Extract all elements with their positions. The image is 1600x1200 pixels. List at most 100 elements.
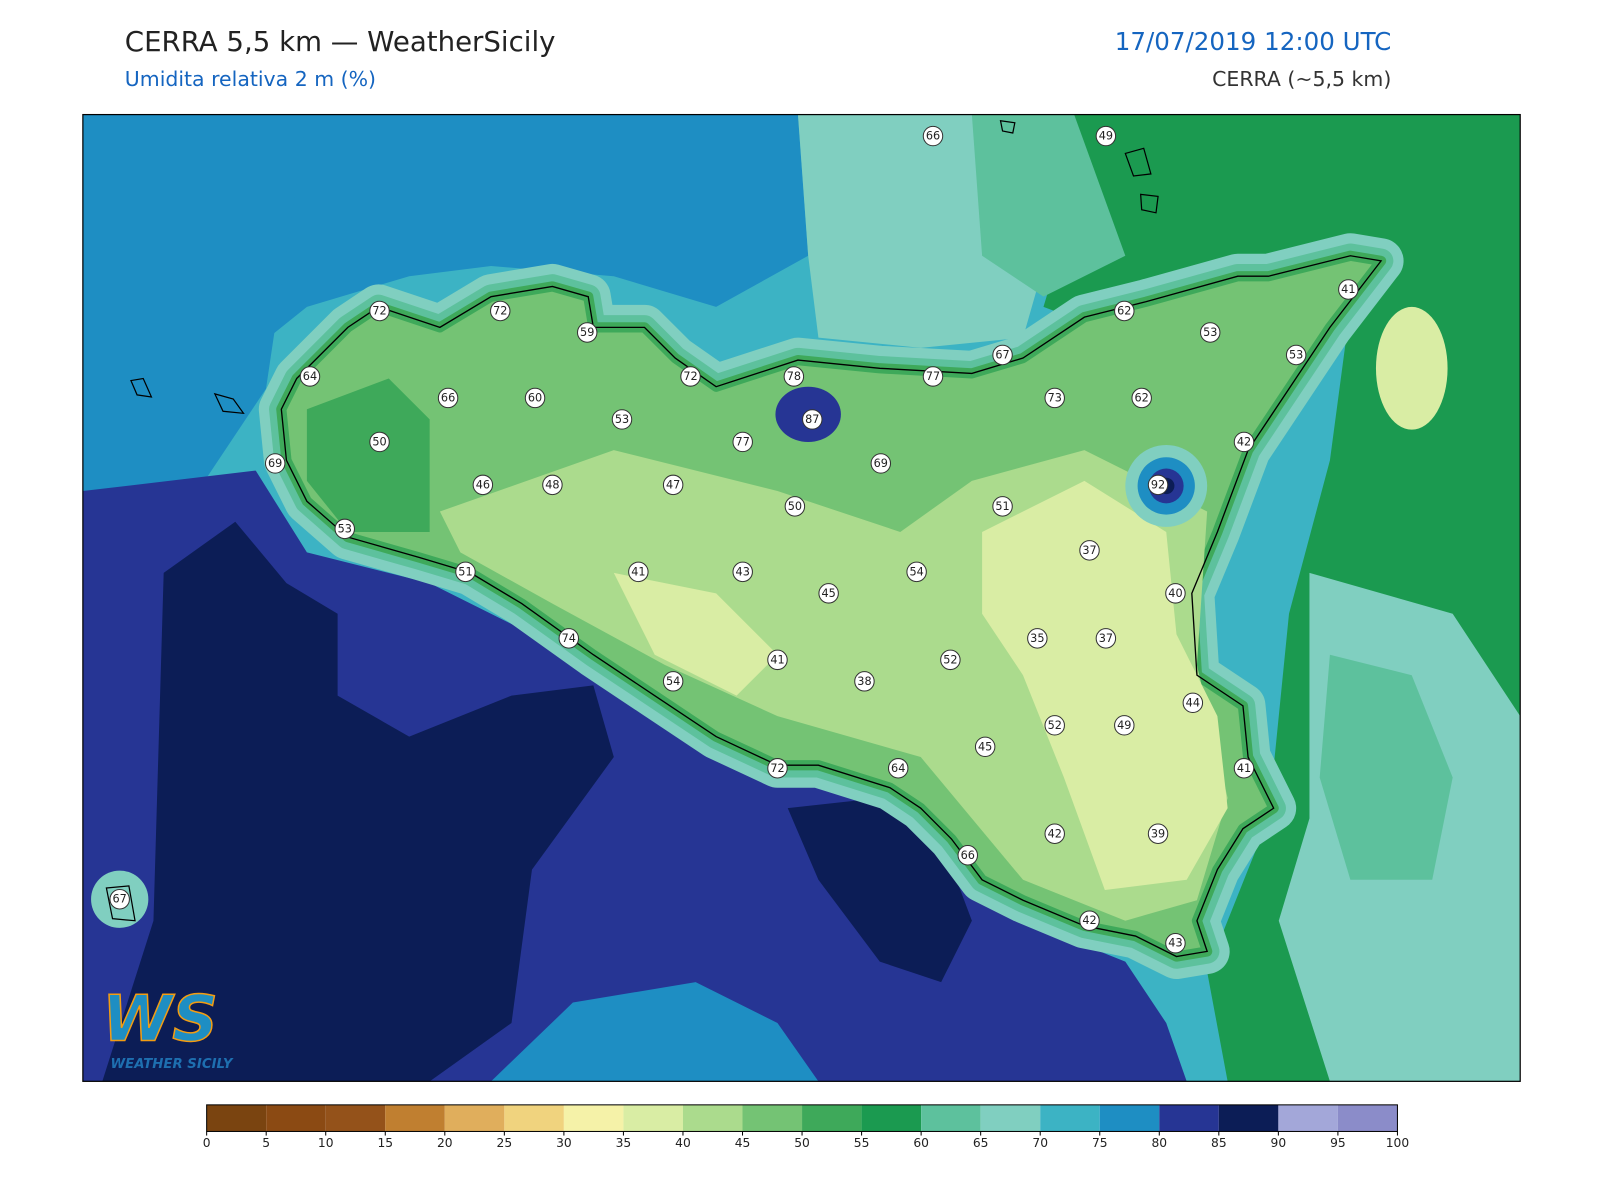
station-marker: [887, 758, 909, 779]
station-value: 78: [787, 370, 801, 383]
station-value: 60: [528, 391, 542, 404]
station-value: 40: [1168, 587, 1182, 600]
station-marker: [1095, 628, 1117, 649]
station-marker: [1338, 279, 1359, 300]
colorbar-bin: [1218, 1104, 1279, 1132]
station-value: 72: [770, 762, 784, 775]
datetime: 17/07/2019 12:00 UTC: [1115, 27, 1392, 56]
station-marker: [1044, 823, 1065, 844]
colorbar: 0 5 10 15 20 25 30 35 40 45 50 55 60 65 70 75 80 85 90 95 10…: [203, 1104, 1409, 1150]
station-marker: [783, 366, 805, 387]
station-marker: [662, 474, 684, 496]
station-marker: [974, 736, 996, 758]
station-value: 67: [995, 348, 1009, 361]
title: CERRA 5,5 km — WeatherSicily: [125, 25, 556, 58]
station-marker: [1200, 322, 1221, 343]
station-value: 66: [441, 391, 455, 404]
colorbar-tick-label: 25: [497, 1136, 513, 1150]
colorbar-tick-label: 15: [377, 1136, 393, 1150]
station-value: 69: [268, 457, 282, 470]
station-marker: [1079, 910, 1100, 931]
station-value: 77: [736, 435, 750, 448]
station-marker: [732, 561, 753, 583]
station-marker: [992, 344, 1013, 366]
station-value: 92: [1151, 478, 1165, 491]
station-marker: [870, 453, 892, 474]
colorbar-tick-label: 10: [318, 1136, 334, 1150]
colorbar-tick-label: 95: [1330, 1136, 1346, 1150]
humidity-area: [971, 114, 1126, 297]
station-marker: [109, 889, 130, 910]
colorbar-bin: [444, 1104, 505, 1132]
station-marker: [490, 300, 511, 322]
station-marker: [1165, 932, 1186, 954]
colorbar-tick-label: 20: [437, 1136, 453, 1150]
coastline: [280, 255, 1383, 958]
station-marker: [437, 387, 459, 409]
station-value: 39: [1151, 827, 1165, 840]
colorbar-tick-label: 0: [203, 1136, 211, 1150]
station-marker: [299, 366, 321, 387]
colorbar-bin: [682, 1104, 743, 1132]
station-marker: [1044, 387, 1065, 409]
stations: 66 49 72 72 59 41 62 53 53 64 72 78 77 67 66 60 73 62 53 87…: [109, 125, 1359, 954]
colorbar-tick-label: 55: [854, 1136, 870, 1150]
station-value: 72: [493, 305, 507, 318]
station-value: 73: [1048, 391, 1062, 404]
station-value: 72: [683, 370, 697, 383]
station-value: 44: [1186, 696, 1200, 709]
model-label: CERRA (~5,5 km): [1212, 67, 1391, 91]
island: [999, 119, 1016, 134]
station-value: 59: [580, 326, 594, 339]
station-value: 53: [1203, 326, 1217, 339]
station-marker: [940, 649, 961, 671]
station-marker: [784, 496, 806, 517]
station-value: 47: [666, 478, 680, 491]
colorbar-bin: [861, 1104, 922, 1132]
station-value: 52: [1048, 719, 1062, 732]
island: [213, 392, 245, 415]
station-marker: [1233, 431, 1255, 453]
colorbar-tick-label: 60: [913, 1136, 929, 1150]
station-value: 42: [1237, 435, 1251, 448]
logo-text: WEATHER SICILY: [110, 1057, 233, 1072]
station-marker: [455, 561, 476, 583]
station-value: 54: [909, 565, 923, 578]
station-value: 53: [615, 413, 629, 426]
station-marker: [1114, 300, 1135, 322]
station-value: 50: [788, 500, 802, 513]
station-marker: [1079, 540, 1100, 561]
colorbar-tick-label: 5: [262, 1136, 270, 1150]
humidity-area: [613, 572, 778, 696]
station-value: 62: [1117, 305, 1131, 318]
colorbar-tick-label: 90: [1271, 1136, 1287, 1150]
station-value: 53: [1289, 348, 1303, 361]
colorbar-bin: [325, 1104, 386, 1132]
station-value: 54: [666, 675, 680, 688]
station-marker: [1131, 387, 1152, 409]
station-marker: [1095, 125, 1117, 147]
station-value: 42: [1082, 914, 1096, 927]
station-marker: [1027, 628, 1048, 649]
map: [82, 114, 1521, 1082]
colorbar-bin: [980, 1104, 1041, 1132]
island: [1140, 193, 1159, 214]
station-value: 49: [1117, 719, 1131, 732]
station-value: 50: [372, 435, 386, 448]
colorbar-tick-label: 85: [1211, 1136, 1227, 1150]
station-value: 67: [113, 893, 127, 906]
colorbar-bin: [802, 1104, 862, 1132]
station-marker: [1182, 692, 1204, 714]
station-marker: [334, 518, 355, 540]
station-value: 37: [1082, 544, 1096, 557]
station-marker: [1165, 583, 1186, 604]
station-value: 42: [1048, 827, 1062, 840]
station-marker: [662, 671, 684, 692]
station-marker: [1147, 823, 1169, 844]
colorbar-bin: [921, 1104, 981, 1132]
colorbar-tick-label: 50: [794, 1136, 810, 1150]
station-value: 74: [562, 632, 576, 645]
station-marker: [818, 583, 839, 604]
station-value: 41: [1341, 283, 1355, 296]
